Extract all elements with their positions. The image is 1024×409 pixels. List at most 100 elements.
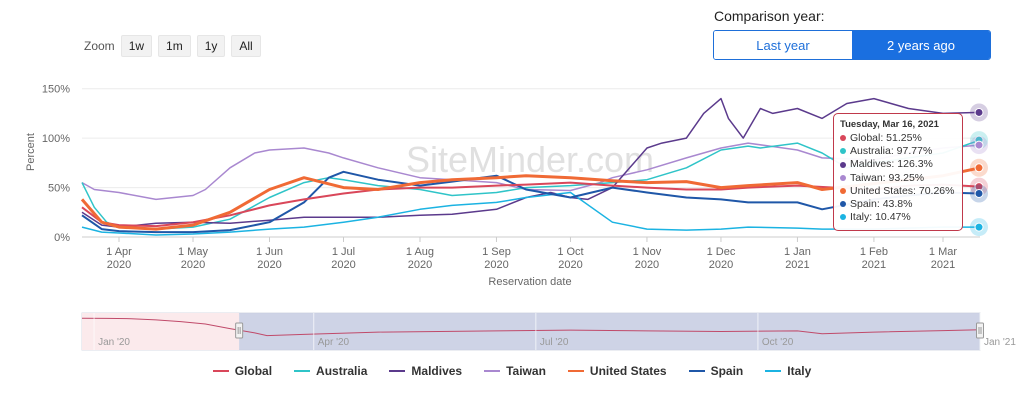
x-tick-label: 1 Oct [557, 246, 583, 258]
legend-swatch [688, 370, 705, 372]
y-tick-label: 100% [42, 133, 70, 145]
navigator-label: Jul '20 [540, 337, 569, 348]
tooltip-dot [840, 135, 846, 142]
legend-swatch [294, 370, 311, 372]
navigator-label: Jan '20 [98, 337, 130, 348]
legend-swatch [484, 370, 501, 372]
zoom-1y-button[interactable]: 1y [196, 35, 226, 57]
comparison-year-toggle: Last year 2 years ago [713, 30, 991, 60]
x-tick-label: 1 Jul [332, 246, 355, 258]
legend-swatch [389, 370, 406, 372]
tooltip-text: Taiwan: 93.25% [850, 171, 925, 184]
x-tick-label: 1 Jan [784, 246, 811, 258]
tooltip-text: Global: 51.25% [850, 132, 922, 144]
x-axis-label: Reservation date [488, 276, 571, 288]
tooltip-text: Maldives: 126.3% [850, 158, 933, 171]
x-tick-label: 1 May [178, 246, 208, 258]
legend-label: Maldives [411, 364, 463, 378]
legend-swatch [212, 370, 229, 372]
hover-point [974, 222, 984, 232]
legend: Global Australia Maldives Taiwan United … [0, 364, 1024, 378]
legend-item-italy[interactable]: Italy [765, 364, 811, 378]
tooltip-dot [840, 201, 846, 208]
legend-item-maldives[interactable]: Maldives [389, 364, 462, 378]
tooltip-date: Tuesday, Mar 16, 2021 [840, 119, 939, 130]
navigator-label: Jan '21 [984, 337, 1016, 348]
last-year-button[interactable]: Last year [714, 31, 852, 59]
navigator-line [81, 317, 981, 337]
tooltip-row-united-states: United States: 70.26% [840, 185, 962, 198]
x-tick-year: 2020 [635, 259, 659, 271]
x-tick-year: 2020 [484, 259, 508, 271]
tooltip-dot [840, 161, 846, 168]
two-years-ago-button[interactable]: 2 years ago [852, 31, 990, 59]
tooltip-row-maldives: Maldives: 126.3% [840, 158, 962, 171]
legend-swatch [567, 370, 584, 372]
x-tick-year: 2020 [408, 259, 432, 271]
tooltip-row-taiwan: Taiwan: 93.25% [840, 172, 962, 185]
zoom-label: Zoom [84, 39, 115, 53]
x-tick-label: 1 Dec [707, 246, 736, 258]
tooltip-row-spain: Spain: 43.8% [840, 198, 962, 211]
zoom-1m-button[interactable]: 1m [158, 35, 191, 57]
tooltip-text: Australia: 97.77% [850, 145, 933, 158]
legend-item-global[interactable]: Global [212, 364, 273, 378]
navigator-handle[interactable] [235, 322, 244, 339]
navigator-label: Oct '20 [762, 337, 794, 348]
tooltip-dot [840, 174, 846, 181]
x-tick-label: 1 Aug [406, 246, 434, 258]
x-tick-label: 1 Nov [633, 246, 662, 258]
navigator-handle[interactable] [976, 322, 984, 339]
legend-label: Taiwan [506, 364, 546, 378]
x-tick-year: 2021 [862, 259, 886, 271]
zoom-1w-button[interactable]: 1w [120, 35, 153, 57]
legend-item-australia[interactable]: Australia [294, 364, 367, 378]
legend-label: Italy [787, 364, 812, 378]
hover-point [974, 189, 984, 199]
navigator-unselected [82, 313, 240, 350]
legend-item-united-states[interactable]: United States [567, 364, 667, 378]
y-tick-label: 50% [48, 183, 70, 195]
zoom-all-button[interactable]: All [231, 35, 261, 57]
series-line-spain [81, 170, 981, 234]
hover-point [974, 163, 984, 173]
x-tick-year: 2020 [709, 259, 733, 271]
y-axis-label: Percent [25, 133, 37, 171]
tooltip-text: Italy: 10.47% [850, 211, 911, 224]
x-tick-year: 2020 [181, 259, 205, 271]
hover-point [974, 140, 984, 150]
x-tick-label: 1 Sep [482, 246, 511, 258]
x-tick-year: 2020 [331, 259, 355, 271]
y-tick-label: 0% [54, 232, 70, 244]
y-tick-label: 150% [42, 84, 70, 96]
watermark: SiteMinder.com [406, 139, 654, 180]
tooltip-text: United States: 70.26% [850, 184, 955, 197]
legend-label: Global [234, 364, 273, 378]
legend-swatch [765, 370, 782, 372]
tooltip-dot [840, 188, 846, 195]
legend-item-spain[interactable]: Spain [688, 364, 744, 378]
legend-label: Australia [316, 364, 368, 378]
tooltip: Tuesday, Mar 16, 2021 Global: 51.25% Aus… [833, 113, 963, 231]
zoom-controls: Zoom 1w 1m 1y All [84, 35, 261, 57]
comparison-year-label: Comparison year: [714, 8, 825, 24]
x-tick-label: 1 Feb [860, 246, 888, 258]
navigator-selection[interactable] [239, 313, 980, 350]
tooltip-row-italy: Italy: 10.47% [840, 211, 962, 224]
series-line-global [81, 181, 981, 228]
series-line-united-states [80, 166, 981, 231]
legend-label: Spain [710, 364, 744, 378]
tooltip-dot [840, 148, 846, 155]
x-tick-year: 2021 [931, 259, 955, 271]
x-tick-label: 1 Apr [106, 246, 132, 258]
series-line-taiwan [81, 142, 981, 201]
legend-label: United States [589, 364, 667, 378]
legend-item-taiwan[interactable]: Taiwan [484, 364, 546, 378]
tooltip-row-australia: Australia: 97.77% [840, 145, 962, 158]
navigator-label: Apr '20 [318, 337, 350, 348]
series-line-australia [81, 139, 981, 230]
x-tick-label: 1 Mar [929, 246, 957, 258]
x-tick-year: 2020 [558, 259, 582, 271]
tooltip-text: Spain: 43.8% [850, 198, 913, 211]
